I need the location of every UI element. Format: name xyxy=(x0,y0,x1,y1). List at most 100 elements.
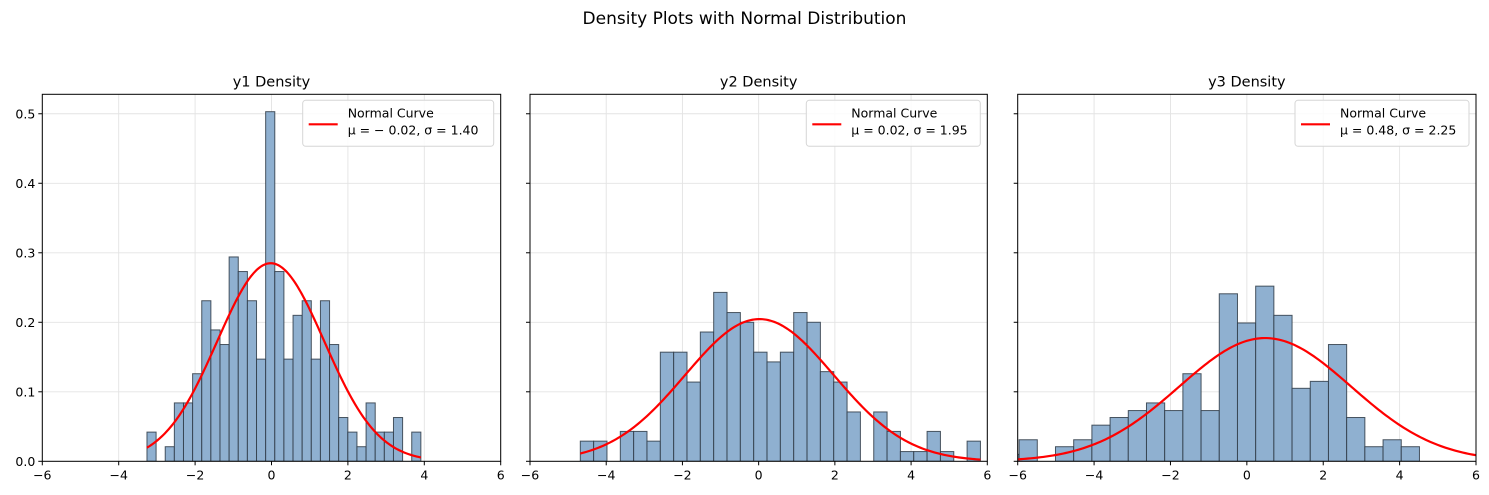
histogram-bar xyxy=(673,351,688,462)
x-tick-label: 6 xyxy=(497,467,505,482)
histogram-bars xyxy=(579,291,981,462)
legend-box xyxy=(1294,99,1470,147)
x-tick-label: 4 xyxy=(420,467,428,482)
histogram-bar xyxy=(726,312,741,462)
normal-curve-line xyxy=(1017,336,1476,461)
histogram-bar xyxy=(292,314,303,462)
x-tick-label: 6 xyxy=(983,467,991,482)
histogram-bar xyxy=(265,111,276,462)
subplot-y3: y3 Density −6 −4 −2 0 2 4 6 Normal Curve μ = 0.4… xyxy=(1008,74,1480,482)
histogram-bar xyxy=(686,381,701,462)
histogram-bar xyxy=(646,440,661,462)
histogram-bars xyxy=(146,111,422,462)
legend-label-params: μ = 0.48, σ = 2.25 xyxy=(1340,122,1456,137)
y-tick-label: 0.2 xyxy=(15,315,35,330)
histogram-bar xyxy=(1291,387,1311,462)
x-tick-label: −4 xyxy=(109,467,127,482)
x-tick-label: −6 xyxy=(521,467,539,482)
histogram-bar xyxy=(766,361,781,462)
x-tick-label: −6 xyxy=(33,467,51,482)
histogram-bar xyxy=(356,446,367,462)
histogram-bar xyxy=(806,321,821,462)
histogram-bar xyxy=(1218,293,1238,462)
x-tick-label: 0 xyxy=(268,467,276,482)
histogram-bar xyxy=(833,381,848,462)
subplot-y1: y1 Density −6 −4 −2 0 2 4 6 0.0 0.1 0.2 0.3 0.4 0.5 N… xyxy=(15,74,504,482)
histogram-bar xyxy=(319,300,331,462)
histogram-bar xyxy=(365,402,376,462)
histogram-bar xyxy=(633,430,648,462)
x-tick-label: 0 xyxy=(755,467,763,482)
histogram-bar xyxy=(219,344,230,462)
x-tick-label: −2 xyxy=(1161,467,1179,482)
histogram-bar xyxy=(1200,410,1220,462)
histogram-bar xyxy=(659,351,675,462)
subplot-title: y3 Density xyxy=(1208,74,1286,90)
histogram-bar xyxy=(1255,285,1275,462)
legend-box xyxy=(805,99,981,147)
legend-label-params: μ = 0.02, σ = 1.95 xyxy=(851,122,967,137)
histogram-bars xyxy=(1017,285,1420,462)
histogram-bar xyxy=(210,329,221,462)
histogram-bar xyxy=(739,321,755,462)
histogram-bar xyxy=(1182,373,1202,462)
legend: Normal Curve μ = − 0.02, σ = 1.40 xyxy=(302,99,495,147)
x-tick-label: −6 xyxy=(1008,467,1026,482)
histogram-bar xyxy=(1382,439,1402,462)
figure-suptitle: Density Plots with Normal Distribution xyxy=(583,9,907,29)
histogram-bar xyxy=(819,371,835,462)
x-tick-label: −4 xyxy=(597,467,615,482)
histogram-bar xyxy=(1346,417,1366,462)
histogram-bar xyxy=(753,351,768,462)
y-tick-label: 0.4 xyxy=(15,176,35,191)
y-tick-label: 0.5 xyxy=(15,106,35,121)
histogram-bar xyxy=(329,344,340,462)
histogram-bar xyxy=(913,451,928,462)
x-tick-label: −4 xyxy=(1085,467,1103,482)
histogram-bar xyxy=(1164,410,1184,462)
histogram-bar xyxy=(1327,344,1348,462)
histogram-bar xyxy=(164,446,175,462)
legend: Normal Curve μ = 0.02, σ = 1.95 xyxy=(805,99,981,147)
histogram-bar xyxy=(256,358,267,462)
legend-label-title: Normal Curve xyxy=(851,105,937,120)
histogram-bar xyxy=(201,300,212,462)
x-tick-label: 2 xyxy=(831,467,839,482)
x-tick-label: 2 xyxy=(1319,467,1327,482)
histogram-bar xyxy=(347,431,358,462)
legend-box xyxy=(302,99,495,147)
histogram-bar xyxy=(1109,417,1129,462)
histogram-bar xyxy=(846,411,861,462)
normal-curve-line xyxy=(146,262,422,459)
histogram-bar xyxy=(779,351,795,462)
x-tick-label: 4 xyxy=(907,467,915,482)
y-tick-label: 0.1 xyxy=(15,384,35,399)
histogram-bar xyxy=(310,358,321,462)
histogram-bar xyxy=(1018,439,1038,462)
legend-label-params: μ = − 0.02, σ = 1.40 xyxy=(348,122,479,137)
histogram-bar xyxy=(338,417,349,462)
histogram-bar xyxy=(713,291,728,462)
x-tick-label: 0 xyxy=(1243,467,1251,482)
histogram-bar xyxy=(246,300,258,462)
x-tick-label: 4 xyxy=(1396,467,1404,482)
histogram-bar xyxy=(1309,380,1329,462)
x-tick-label: −2 xyxy=(673,467,691,482)
histogram-bar xyxy=(274,271,285,462)
histogram-bar xyxy=(1017,453,1020,462)
x-tick-label: 6 xyxy=(1472,467,1480,482)
histogram-bar xyxy=(392,417,404,462)
histogram-bar xyxy=(237,271,248,462)
legend-label-title: Normal Curve xyxy=(1340,105,1426,120)
histogram-bar xyxy=(1364,446,1384,462)
subplot-title: y2 Density xyxy=(720,74,798,90)
y-tick-label: 0.0 xyxy=(15,454,35,469)
histogram-bar xyxy=(192,373,203,462)
y-tick-label: 0.3 xyxy=(15,245,35,260)
subplot-title: y1 Density xyxy=(233,74,311,90)
histogram-bar xyxy=(899,451,915,462)
histogram-bar xyxy=(1127,410,1147,462)
histogram-bar xyxy=(301,300,312,462)
legend-label-title: Normal Curve xyxy=(348,105,434,120)
